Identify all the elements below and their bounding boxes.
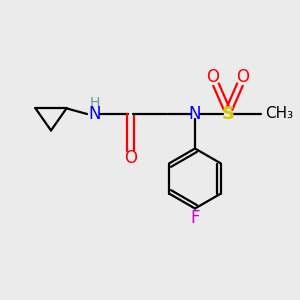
Text: H: H	[89, 96, 100, 110]
Text: N: N	[189, 105, 201, 123]
Text: F: F	[190, 209, 200, 227]
Text: CH₃: CH₃	[265, 106, 293, 122]
Text: N: N	[88, 105, 101, 123]
Text: O: O	[206, 68, 220, 85]
Text: O: O	[236, 68, 250, 85]
Text: S: S	[221, 105, 235, 123]
Text: O: O	[124, 149, 137, 167]
